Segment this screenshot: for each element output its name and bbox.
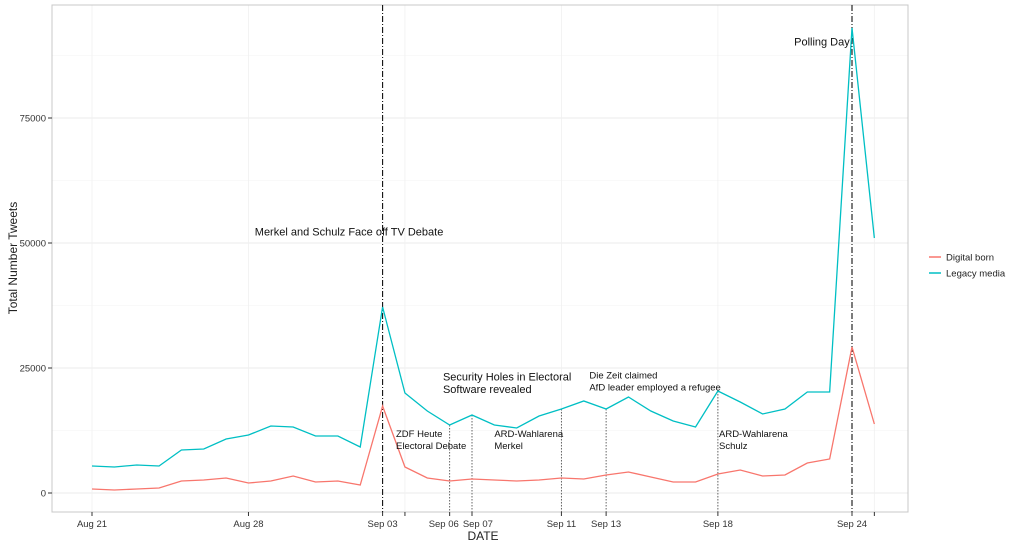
- x-tick-label: Aug 21: [77, 519, 107, 530]
- annotation-label: Security Holes in Electoral: [443, 372, 571, 384]
- legend-label: Legacy media: [946, 269, 1006, 280]
- y-tick-label: 25000: [20, 364, 46, 375]
- annotation-label: ZDF Heute: [396, 429, 442, 440]
- legend: Digital born Legacy media: [929, 253, 1006, 280]
- series-lines: [91, 27, 875, 491]
- annotation-label: AfD leader employed a refugee: [589, 383, 721, 394]
- x-axis: Aug 21 Aug 28 Sep 03 Sep 06 Sep 07 Sep 11 Sep …: [77, 512, 875, 530]
- annotation-label: Merkel: [494, 441, 523, 452]
- legend-label: Digital born: [946, 253, 994, 264]
- y-tick-label: 0: [41, 489, 46, 500]
- x-tick-label: Sep 13: [591, 519, 621, 530]
- x-tick-label: Sep 07: [463, 519, 493, 530]
- x-tick-label: Sep 24: [837, 519, 867, 530]
- x-tick-label: Sep 06: [429, 519, 459, 530]
- annotation-label: ARD-Wahlarena: [494, 429, 564, 440]
- y-axis-title: Total Number Tweets: [6, 202, 20, 315]
- y-axis: 0 25000 50000 75000: [20, 114, 52, 500]
- event-lines: [382, 5, 853, 512]
- grid: [52, 5, 908, 512]
- annotation-label: Schulz: [719, 441, 748, 452]
- y-tick-label: 75000: [20, 114, 46, 125]
- annotation-label: Polling Day: [794, 37, 850, 49]
- x-tick-label: Aug 28: [233, 519, 263, 530]
- x-tick-label: Sep 11: [547, 519, 576, 530]
- x-tick-label: Sep 03: [368, 519, 398, 530]
- annotation-label: Electoral Debate: [396, 441, 466, 452]
- annotations: Merkel and Schulz Face off TV Debate Poll…: [255, 37, 850, 453]
- x-tick-label: Sep 18: [703, 519, 733, 530]
- series-line-legacy-media: [91, 27, 875, 468]
- annotation-label: Die Zeit claimed: [589, 371, 657, 382]
- x-axis-title: DATE: [467, 529, 498, 543]
- annotation-label: ARD-Wahlarena: [719, 429, 789, 440]
- plot-border: [51, 4, 909, 513]
- annotation-label: Merkel and Schulz Face off TV Debate: [255, 227, 444, 239]
- y-tick-label: 50000: [20, 239, 46, 250]
- annotation-label: Software revealed: [443, 384, 532, 396]
- series-line-digital-born: [91, 346, 875, 491]
